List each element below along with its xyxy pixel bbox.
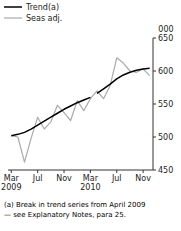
y-tick-label: 550 — [158, 100, 173, 109]
x-tick-label-line: Nov — [56, 174, 72, 183]
y-tick-label: 450 — [158, 166, 173, 175]
y-tick-label: 650 — [158, 34, 173, 43]
x-tick-label-line: Mar — [4, 174, 20, 183]
x-tick-label-line: Nov — [135, 174, 151, 183]
series-line — [97, 68, 150, 93]
footnote: (a) Break in trend series from April 200… — [4, 201, 145, 209]
x-tick — [37, 170, 38, 173]
series-line — [11, 97, 90, 135]
legend-label: Trend(a) — [25, 3, 59, 12]
y-tick — [153, 104, 156, 105]
x-tick — [116, 170, 117, 173]
x-axis — [8, 170, 153, 171]
x-tick — [64, 170, 65, 173]
y-tick — [153, 71, 156, 72]
x-tick — [11, 170, 12, 173]
plot-area — [11, 58, 149, 162]
y-tick — [153, 38, 156, 39]
x-tick-label-line: Jul — [32, 174, 43, 183]
footnote: — see Explanatory Notes, para 25. — [4, 211, 126, 219]
series-line — [11, 58, 149, 162]
y-axis-label: 000 — [158, 25, 173, 34]
legend-swatch — [4, 6, 22, 8]
x-tick-label: Mar2009 — [1, 174, 21, 192]
y-tick — [153, 170, 156, 171]
x-tick-label: Mar2010 — [80, 174, 100, 192]
x-tick-label-line: 2010 — [80, 183, 100, 192]
x-tick-label: Jul — [111, 174, 122, 183]
legend-label: Seas adj. — [26, 14, 62, 23]
x-tick-label-line: Jul — [111, 174, 122, 183]
x-tick-label: Nov — [135, 174, 151, 183]
y-tick-label: 500 — [158, 133, 173, 142]
chart: 450500550600650000Mar2009JulNovMar2010Ju… — [0, 0, 181, 231]
x-tick-label: Jul — [32, 174, 43, 183]
y-tick — [153, 137, 156, 138]
legend-swatch — [4, 17, 22, 18]
y-tick-label: 600 — [158, 67, 173, 76]
x-tick-label-line: 2009 — [1, 183, 21, 192]
x-tick-label-line: Mar — [83, 174, 99, 183]
x-tick — [143, 170, 144, 173]
x-tick-label: Nov — [56, 174, 72, 183]
x-tick — [90, 170, 91, 173]
